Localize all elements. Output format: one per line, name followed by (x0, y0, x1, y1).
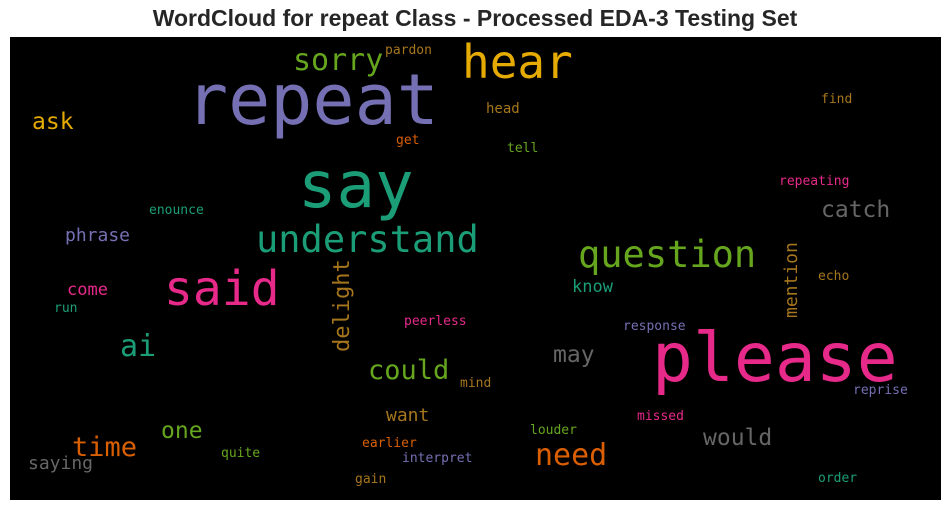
word-delight: delight (330, 259, 355, 352)
word-enounce: enounce (149, 203, 204, 218)
word-interpret: interpret (402, 451, 473, 466)
word-sorry: sorry (293, 43, 384, 78)
word-run: run (54, 301, 78, 316)
word-understand: understand (256, 218, 479, 261)
word-find: find (821, 92, 853, 107)
word-need: need (535, 438, 608, 473)
word-repeat: repeat (186, 59, 439, 141)
word-saying: saying (28, 453, 94, 474)
word-response: response (623, 319, 686, 334)
word-repeating: repeating (779, 174, 850, 189)
word-earlier: earlier (362, 436, 417, 451)
word-ask: ask (32, 109, 74, 135)
word-want: want (386, 405, 430, 426)
word-come: come (67, 280, 108, 300)
word-know: know (572, 277, 613, 297)
word-peerless: peerless (404, 314, 467, 329)
word-ai: ai (120, 329, 157, 364)
word-please: please (652, 319, 898, 398)
chart-title: WordCloud for repeat Class - Processed E… (152, 5, 798, 31)
word-could: could (368, 355, 450, 386)
word-phrase: phrase (65, 225, 131, 246)
word-tell: tell (507, 141, 539, 156)
word-cloud-canvas: repeat please say hear understand said q… (10, 37, 941, 500)
word-get: get (396, 133, 420, 148)
word-quite: quite (221, 446, 261, 461)
word-time: time (72, 432, 138, 463)
word-mention: mention (781, 242, 802, 318)
word-louder: louder (530, 423, 577, 438)
word-echo: echo (818, 269, 850, 284)
word-catch: catch (821, 197, 891, 223)
word-would: would (703, 425, 773, 451)
word-gain: gain (355, 472, 387, 487)
word-head: head (486, 101, 520, 117)
word-missed: missed (637, 409, 684, 424)
word-said: said (164, 261, 280, 317)
word-hear: hear (462, 37, 573, 89)
word-reprise: reprise (853, 383, 908, 398)
word-may: may (553, 342, 595, 368)
word-one: one (161, 418, 203, 444)
word-say: say (298, 149, 414, 223)
word-pardon: pardon (385, 43, 432, 58)
word-order: order (818, 471, 858, 486)
word-mind: mind (460, 376, 492, 391)
word-question: question (578, 233, 757, 276)
